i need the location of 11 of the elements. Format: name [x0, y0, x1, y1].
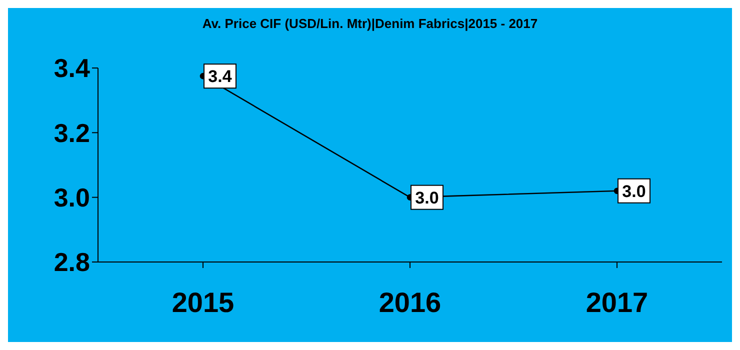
- y-tick-label: 3.2: [54, 118, 90, 148]
- x-tick-label: 2015: [172, 286, 234, 318]
- data-label: 3.4: [208, 67, 232, 86]
- y-tick-label: 3.0: [54, 182, 90, 213]
- x-tick-label: 2016: [378, 286, 442, 318]
- chart-title: Av. Price CIF (USD/Lin. Mtr)|Denim Fabrics|2015 - 2017: [201, 16, 539, 31]
- data-label: 3.0: [415, 188, 439, 208]
- y-tick-label: 3.4: [54, 53, 91, 84]
- x-tick-label: 2017: [586, 286, 648, 318]
- data-label: 3.0: [622, 182, 646, 201]
- y-tick-label: 2.8: [54, 247, 90, 278]
